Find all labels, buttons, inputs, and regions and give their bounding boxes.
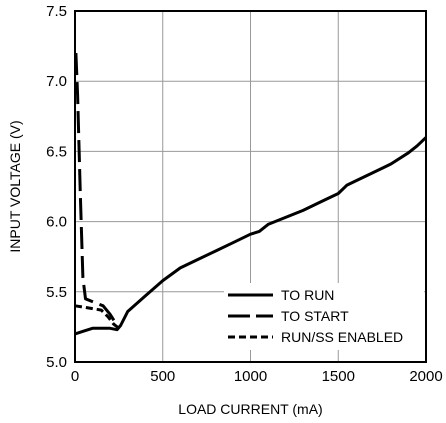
y-tick-labels: 5.0 5.5 6.0 6.5 7.0 7.5	[46, 3, 67, 371]
y-tick-label: 6.5	[46, 143, 67, 160]
grid	[75, 11, 426, 362]
series-line-to-start	[74, 53, 121, 330]
legend-label: TO RUN	[281, 287, 334, 303]
series-line-to-run	[74, 136, 428, 336]
x-tick-label: 2000	[409, 368, 442, 385]
legend: TO RUN TO START RUN/SS ENABLED	[224, 283, 424, 350]
plot-frame	[74, 10, 427, 363]
y-tick-label: 5.0	[46, 354, 67, 371]
legend-label: RUN/SS ENABLED	[281, 329, 403, 345]
series-lines	[74, 53, 428, 336]
x-tick-label: 500	[150, 368, 175, 385]
x-tick-labels: 0 500 1000 1500 2000	[71, 368, 443, 385]
x-tick-label: 1500	[322, 368, 355, 385]
legend-label: TO START	[281, 308, 349, 324]
x-tick-label: 0	[71, 368, 79, 385]
x-axis-label: LOAD CURRENT (mA)	[178, 401, 322, 417]
y-tick-label: 7.0	[46, 73, 67, 90]
series-line-run-ss-enabled	[74, 304, 120, 330]
y-axis-label: INPUT VOLTAGE (V)	[7, 120, 23, 252]
y-tick-label: 5.5	[46, 284, 67, 301]
y-tick-label: 6.0	[46, 214, 67, 231]
y-tick-label: 7.5	[46, 3, 67, 20]
x-tick-label: 1000	[234, 368, 267, 385]
